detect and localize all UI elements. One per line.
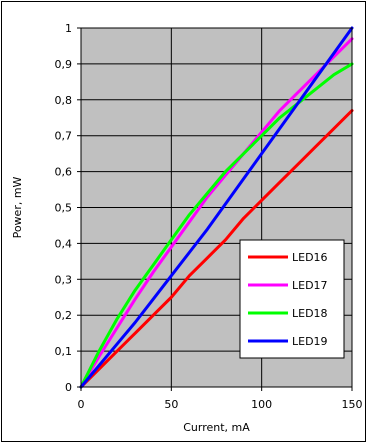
y-tick-label: 0,1	[55, 345, 73, 358]
series-line-led17	[79, 37, 354, 389]
y-tick-label: 0,2	[55, 309, 73, 322]
y-tick-label: 0,4	[55, 237, 73, 250]
legend: LED16 LED17 LED18 LED19	[239, 239, 345, 359]
x-axis-title: Current, mA	[183, 421, 250, 434]
y-tick-label: 1	[65, 22, 72, 35]
x-tick-label: 0	[78, 398, 85, 411]
tick-labels: 0 50 100 150 0 0,1 0,2 0,3 0,4 0,5 0,6 0,7 0,8 0,9 1	[55, 22, 363, 411]
series-layer	[79, 26, 354, 389]
y-tick-label: 0,3	[55, 273, 73, 286]
legend-label-led19: LED19	[292, 335, 328, 348]
y-axis-title: Power, mW	[11, 176, 24, 238]
x-tick-label: 150	[342, 398, 363, 411]
series-line-led19	[79, 26, 354, 389]
x-tick-label: 100	[251, 398, 272, 411]
y-tick-label: 0,7	[55, 130, 73, 143]
legend-box	[239, 239, 345, 359]
y-tick-label: 0	[65, 381, 72, 394]
legend-label-led18: LED18	[292, 307, 328, 320]
x-tick-label: 50	[164, 398, 178, 411]
legend-label-led17: LED17	[292, 279, 328, 292]
series-line-led18	[79, 62, 354, 389]
y-tick-label: 0,6	[55, 166, 73, 179]
y-tick-label: 0,9	[55, 58, 73, 71]
y-tick-label: 0,8	[55, 94, 73, 107]
series-line-led16	[79, 109, 354, 389]
y-tick-label: 0,5	[55, 202, 73, 215]
legend-label-led16: LED16	[292, 251, 328, 264]
